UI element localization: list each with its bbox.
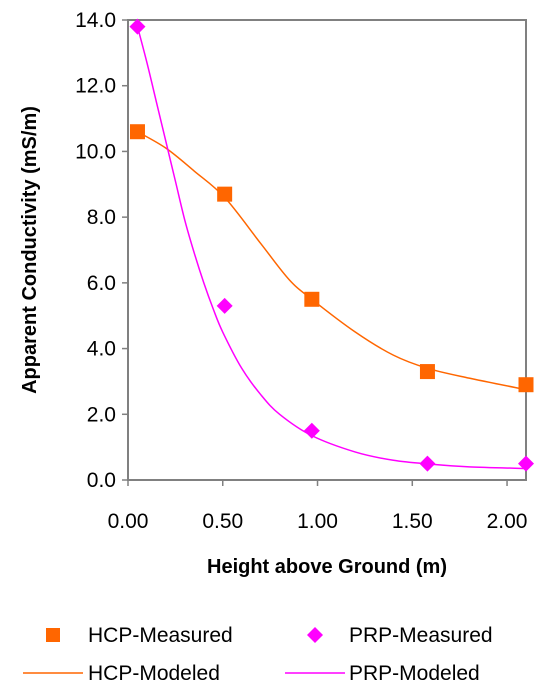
legend-hcp-modeled-label: HCP-Modeled [88,662,220,685]
y-tick-label: 10.0 [75,140,116,163]
legend-prp-modeled-label: PRP-Modeled [349,662,480,685]
x-tick-label: 0.50 [202,510,243,533]
legend: HCP-Measured PRP-Measured HCP-Modeled PRP-M… [23,624,493,685]
x-axis: 0.00 0.50 1.00 1.50 2.00 [108,480,528,533]
y-axis-title: Apparent Conductivity (mS/m) [19,106,41,394]
y-axis: 0.0 2.0 4.0 6.0 8.0 10.0 12.0 14.0 [75,9,128,492]
y-tick-label: 2.0 [87,403,116,426]
prp-measured-point [216,297,233,314]
legend-hcp-measured-symbol [46,628,60,642]
plot-area [127,19,527,481]
hcp-measured-point [419,364,435,380]
y-tick-label: 8.0 [87,206,116,229]
legend-prp-measured-label: PRP-Measured [349,624,493,647]
y-tick-label: 6.0 [87,272,116,295]
legend-prp-measured-symbol [307,627,323,643]
y-tick-label: 4.0 [87,338,116,361]
prp-measured-point [419,455,436,472]
hcp-measured-point [304,291,320,307]
x-tick-label: 1.50 [392,510,433,533]
prp-modeled-line [136,26,527,470]
series-markers [129,18,534,472]
x-tick-label: 1.00 [297,510,338,533]
hcp-measured-point [129,124,145,140]
prp-measured-point [129,18,146,35]
legend-hcp-measured-label: HCP-Measured [88,624,233,647]
prp-measured-point [518,455,534,472]
y-tick-label: 12.0 [75,75,116,98]
hcp-measured-point [518,377,534,393]
y-tick-label: 14.0 [75,9,116,32]
prp-measured-point [303,422,320,439]
x-axis-title: Height above Ground (m) [207,556,447,578]
x-tick-label: 0.00 [108,510,149,533]
hcp-measured-point [217,186,233,202]
y-tick-label: 0.0 [87,469,116,492]
x-tick-label: 2.00 [487,510,528,533]
